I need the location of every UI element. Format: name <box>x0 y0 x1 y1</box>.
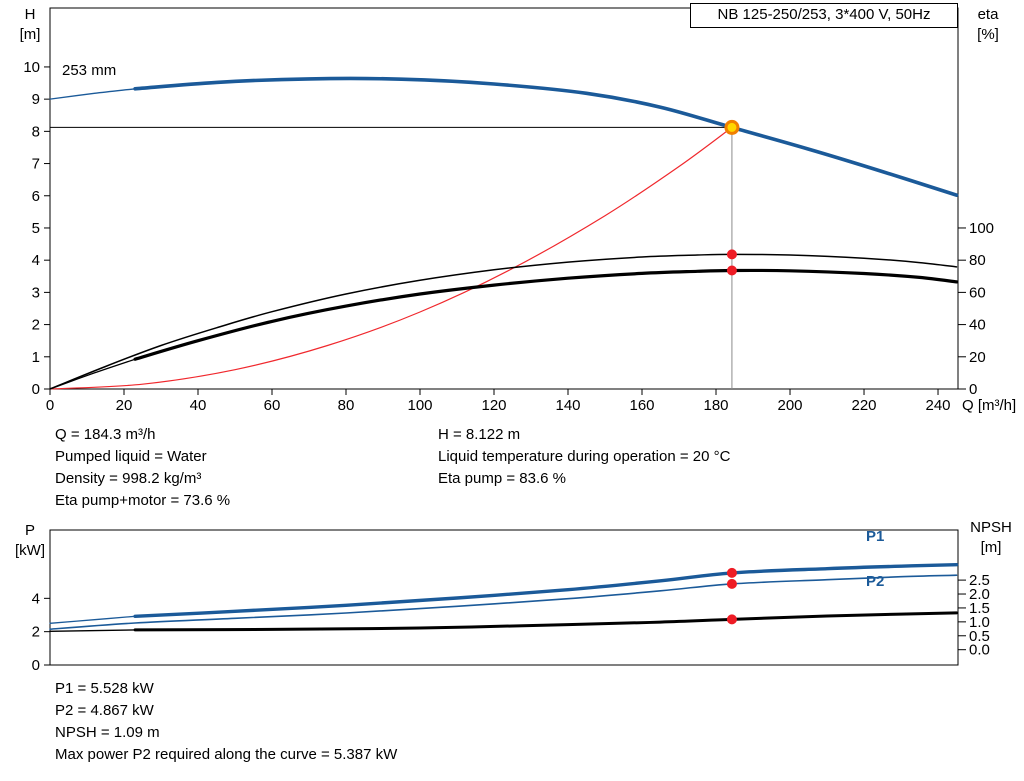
info-p2: P2 = 4.867 kW <box>55 702 154 719</box>
x-axis-tick-label: 0 <box>46 397 54 414</box>
npsh-axis-symbol: NPSH <box>970 519 1012 536</box>
info-pumped-liquid: Pumped liquid = Water <box>55 448 207 465</box>
x-axis-tick-label: 160 <box>629 397 654 414</box>
power-npsh-chart: 0 2 4 0.00.51.01.52.02.5 <box>32 529 990 674</box>
NPSH-axis-tick-label: 1.0 <box>969 614 990 631</box>
eta-axis-unit: [%] <box>977 26 999 43</box>
q-axis-title: Q [m³/h] <box>962 397 1017 414</box>
head-curve <box>133 76 959 197</box>
p2-point <box>726 578 737 589</box>
eta-axis-tick-label: 0 <box>969 381 977 398</box>
p1-curve <box>133 563 959 618</box>
NPSH-axis-tick-label: 2.5 <box>969 572 990 589</box>
duty-point-marker <box>724 119 740 135</box>
info-head: H = 8.122 m <box>438 426 521 443</box>
p-axis-unit: [kW] <box>15 542 45 559</box>
npsh-axis-unit: [m] <box>980 539 1002 556</box>
eta-axis-tick-label: 80 <box>969 252 986 269</box>
power-info: P1 = 5.528 kW P2 = 4.867 kW NPSH = 1.09 … <box>55 678 397 766</box>
x-axis-tick-label: 60 <box>264 397 281 414</box>
info-eta-pump: Eta pump = 83.6 % <box>438 470 566 487</box>
plot-border <box>49 529 959 666</box>
info-liquid-temperature: Liquid temperature during operation = 20… <box>438 448 731 465</box>
P-axis-tick-label: 2 <box>32 624 40 641</box>
x-axis-tick-label: 140 <box>555 397 580 414</box>
x-axis-tick-label: 200 <box>778 397 803 414</box>
eta-pump-motor-point <box>726 265 737 276</box>
NPSH-axis-tick-label: 0.5 <box>969 628 990 645</box>
hq-eta-chart: 0 20 40 60 80 100 120 140 160 180 200 220 2400123456… <box>23 7 994 414</box>
info-max-power-p2: Max power P2 required along the curve = … <box>55 746 398 763</box>
x-axis-tick-label: 20 <box>116 397 133 414</box>
eta-axis-tick-label: 40 <box>969 317 986 334</box>
H-axis-tick-label: 10 <box>23 59 40 76</box>
info-density: Density = 998.2 kg/m³ <box>55 470 202 487</box>
H-axis-tick-label: 0 <box>32 381 40 398</box>
eta-pump-motor-curve <box>133 268 959 361</box>
eta-axis-tick-label: 20 <box>969 349 986 366</box>
p1-curve <box>49 615 136 624</box>
eta-pump-point <box>726 249 737 260</box>
x-axis-tick-label: 220 <box>852 397 877 414</box>
eta-axis-symbol: eta <box>977 6 999 23</box>
npsh-axis-title: NPSH [m] <box>960 518 1022 558</box>
NPSH-axis-tick-label: 2.0 <box>969 586 990 603</box>
h-axis-unit: [m] <box>19 26 41 43</box>
x-axis-tick-label: 40 <box>190 397 207 414</box>
H-axis-tick-label: 7 <box>32 156 40 173</box>
NPSH-axis-tick-label: 0.0 <box>969 642 990 659</box>
P-axis-tick-label: 0 <box>32 657 40 674</box>
duty-info-right: H = 8.122 m Liquid temperature during op… <box>438 424 730 490</box>
h-axis-symbol: H <box>24 6 36 23</box>
eta-axis-title: eta [%] <box>966 5 1010 45</box>
H-axis-tick-label: 4 <box>32 252 40 269</box>
info-p1: P1 = 5.528 kW <box>55 680 154 697</box>
npsh-curve <box>133 611 958 632</box>
x-axis-tick-label: 240 <box>926 397 951 414</box>
H-axis-tick-label: 2 <box>32 317 40 334</box>
npsh-curve <box>49 629 136 633</box>
x-axis-tick-label: 180 <box>703 397 728 414</box>
H-axis-tick-label: 6 <box>32 188 40 205</box>
eta-axis-tick-label: 100 <box>969 220 994 237</box>
p2-curve-label: P2 <box>866 573 885 590</box>
H-axis-tick-label: 3 <box>32 284 40 301</box>
plot-border <box>49 7 959 390</box>
H-axis-tick-label: 1 <box>32 349 40 366</box>
H-axis-tick-label: 9 <box>32 91 40 108</box>
x-axis-tick-label: 80 <box>338 397 355 414</box>
info-flow: Q = 184.3 m³/h <box>55 426 156 443</box>
P-axis-tick-label: 4 <box>32 590 40 607</box>
system-curve <box>49 126 733 390</box>
duty-info-left: Q = 184.3 m³/h Pumped liquid = Water Den… <box>55 424 230 512</box>
p-axis-title: P [kW] <box>12 521 48 561</box>
eta-pump-curve <box>49 253 958 390</box>
eta-pump-motor-curve <box>49 358 136 390</box>
npsh-point <box>726 614 737 625</box>
p-axis-symbol: P <box>24 522 35 539</box>
p1-point <box>726 567 737 578</box>
info-npsh: NPSH = 1.09 m <box>55 724 160 741</box>
p1-curve-label: P1 <box>866 528 885 545</box>
eta-axis-tick-label: 60 <box>969 284 986 301</box>
x-axis-tick-label: 120 <box>481 397 506 414</box>
head-curve <box>49 88 136 100</box>
pump-model-title: NB 125-250/253, 3*400 V, 50Hz <box>690 3 958 28</box>
impeller-diameter-label: 253 mm <box>62 62 117 79</box>
p2-curve <box>49 574 958 630</box>
x-axis-tick-label: 100 <box>407 397 432 414</box>
H-axis-tick-label: 5 <box>32 220 40 237</box>
info-eta-pump-motor: Eta pump+motor = 73.6 % <box>55 492 231 509</box>
NPSH-axis-tick-label: 1.5 <box>969 600 990 617</box>
h-axis-title: H [m] <box>12 5 48 45</box>
H-axis-tick-label: 8 <box>32 123 40 140</box>
